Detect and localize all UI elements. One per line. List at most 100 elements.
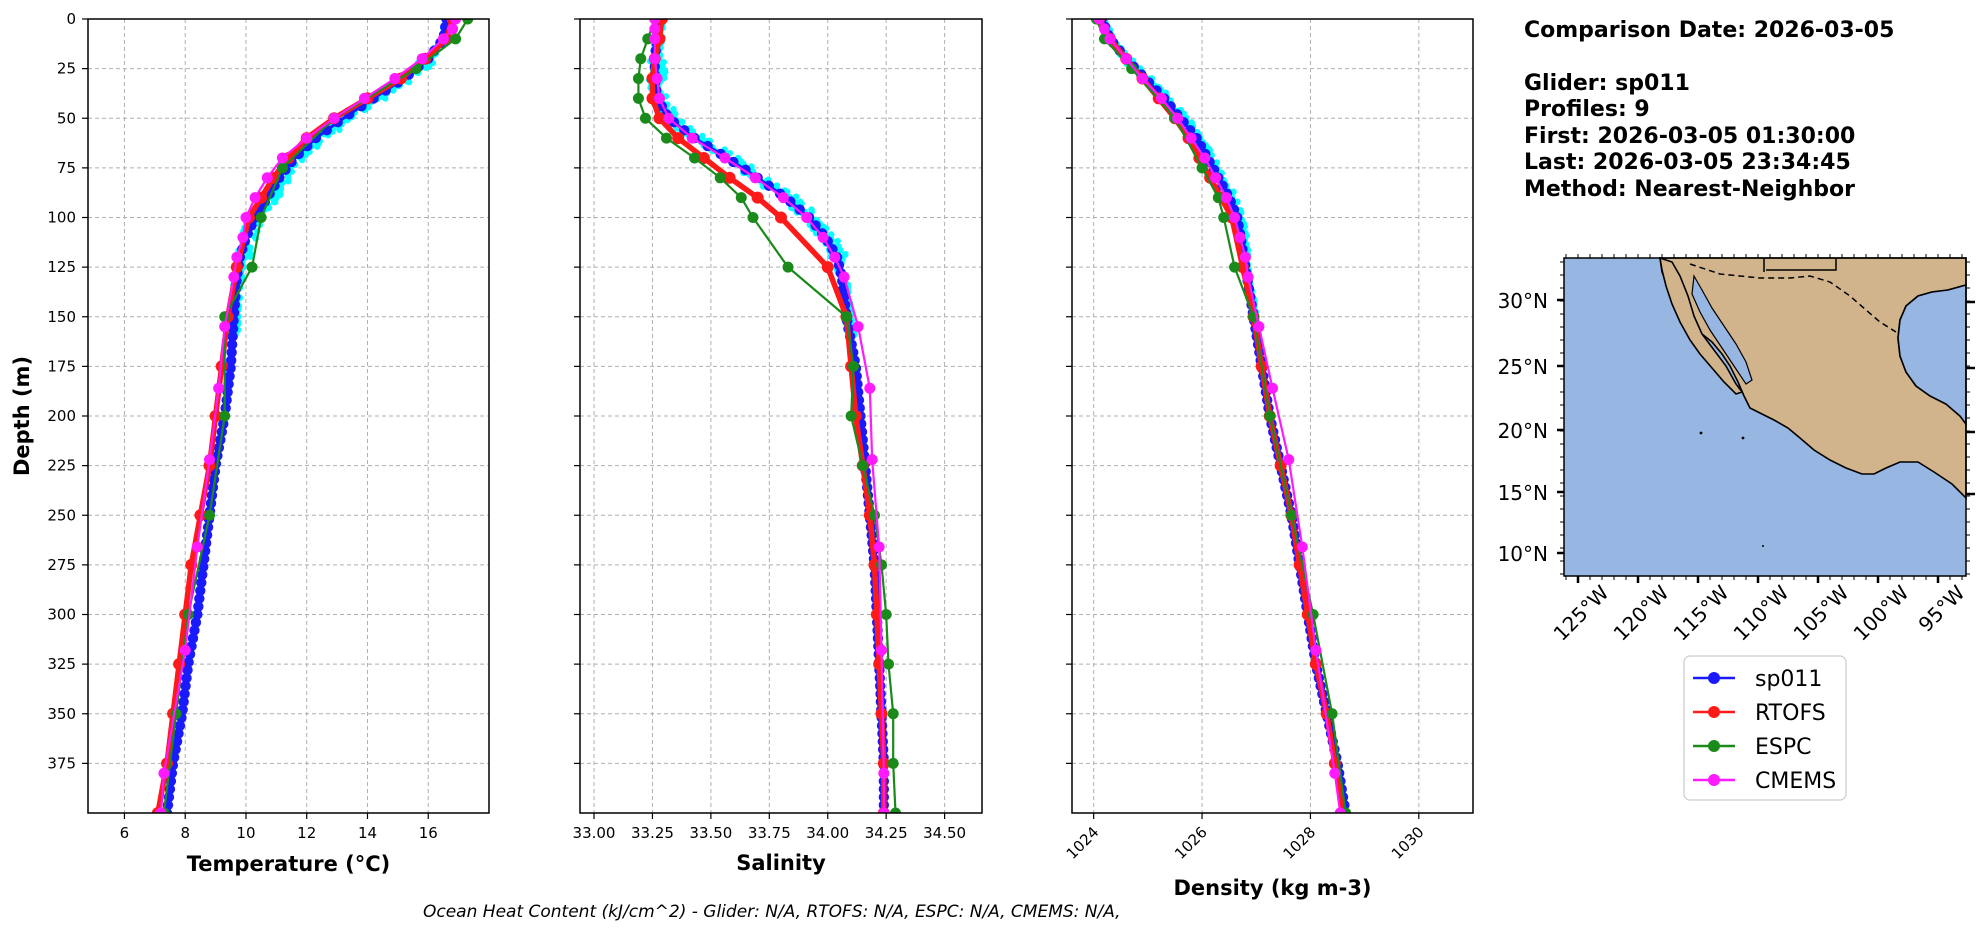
x-axis-label: Salinity — [736, 851, 826, 875]
data-point — [883, 658, 895, 670]
data-point — [810, 220, 821, 231]
raw-point — [679, 118, 686, 126]
lon-label: 95°W — [1914, 580, 1970, 636]
last-time: Last: 2026-03-05 23:34:45 — [1524, 150, 1851, 175]
map-lon-labels: 125°W 120°W 115°W 110°W 105°W 100°W 95°W — [1549, 580, 1970, 645]
map-lat-labels: 30°N 25°N 20°N 15°N 10°N — [1498, 289, 1548, 566]
profile-panel: 1024 1026 1028 1030 Density (kg m-3) — [1063, 18, 1474, 900]
data-point — [1212, 192, 1224, 204]
data-point — [864, 382, 876, 394]
data-point — [840, 311, 852, 323]
data-point — [276, 152, 288, 164]
ohc-footer: Ocean Heat Content (kJ/cm^2) - Glider: N… — [423, 902, 1121, 922]
data-point — [735, 192, 747, 204]
profile-count: Profiles: 9 — [1524, 97, 1650, 122]
glider-name: Glider: sp011 — [1524, 71, 1690, 96]
data-point — [1264, 410, 1276, 422]
y-tick-label: 25 — [57, 60, 76, 78]
data-point — [878, 807, 890, 813]
data-point — [225, 363, 236, 374]
data-point — [193, 601, 204, 612]
data-point — [213, 382, 225, 394]
raw-point — [834, 237, 841, 245]
y-tick-label: 150 — [47, 308, 76, 326]
y-tick-label: 225 — [47, 457, 76, 475]
data-point — [1334, 807, 1346, 813]
lon-label: 125°W — [1549, 580, 1614, 645]
data-point — [775, 211, 787, 224]
data-point — [231, 251, 243, 263]
raw-point — [314, 143, 321, 150]
comparison-date: Comparison Date: 2026-03-05 — [1524, 18, 1894, 43]
legend-item-rtofs: RTOFS — [1693, 701, 1826, 726]
legend-label: sp011 — [1755, 667, 1822, 692]
data-point — [1309, 658, 1322, 671]
map-gulf-of-california — [1691, 274, 1753, 385]
data-point — [1285, 509, 1297, 521]
data-point — [194, 593, 205, 604]
lat-label: 10°N — [1498, 542, 1548, 566]
data-point — [219, 321, 231, 333]
data-point — [653, 92, 665, 104]
y-tick-label: 375 — [47, 754, 76, 772]
data-point — [1172, 112, 1184, 124]
data-point — [1229, 261, 1241, 273]
y-tick-label: 0 — [66, 10, 76, 28]
x-tick-label: 33.00 — [573, 824, 616, 842]
lon-label: 110°W — [1729, 580, 1794, 645]
data-point — [821, 261, 834, 274]
data-point — [639, 112, 651, 124]
data-point — [1239, 251, 1251, 263]
data-point — [875, 707, 888, 720]
data-point — [649, 23, 661, 35]
data-point — [416, 53, 428, 65]
data-point — [189, 625, 200, 636]
data-point — [1310, 644, 1322, 656]
raw-point — [247, 253, 254, 260]
raw-point — [285, 178, 292, 185]
data-point — [1196, 162, 1208, 174]
data-point — [204, 454, 216, 466]
data-point — [632, 73, 644, 85]
data-point — [204, 509, 216, 521]
data-point — [1210, 172, 1222, 184]
raw-point — [808, 206, 815, 213]
legend-swatch-marker — [1708, 740, 1720, 752]
data-point — [227, 323, 239, 334]
data-point — [649, 19, 661, 25]
series-cmems — [649, 19, 890, 813]
data-point — [1093, 19, 1105, 25]
data-point — [782, 261, 794, 273]
data-point — [301, 132, 313, 144]
data-point — [182, 609, 194, 620]
data-point — [223, 379, 234, 390]
data-point — [194, 509, 207, 522]
data-point — [187, 633, 199, 644]
x-tick-label: 8 — [180, 824, 190, 842]
map-frame — [1563, 257, 1967, 577]
legend-swatch-marker — [1708, 672, 1720, 684]
data-point — [1229, 212, 1241, 223]
data-point — [660, 132, 672, 144]
data-point — [1136, 73, 1148, 85]
data-point — [196, 577, 207, 588]
series-line — [1098, 19, 1342, 813]
legend-frame — [1683, 655, 1847, 801]
map-ticks — [1557, 254, 1975, 583]
data-point — [1126, 63, 1138, 75]
legend-swatch-marker — [1708, 774, 1720, 786]
interp-method: Method: Nearest-Neighbor — [1524, 177, 1855, 202]
data-point — [873, 541, 885, 553]
data-point — [876, 644, 887, 656]
x-tick-label: 34.00 — [806, 824, 849, 842]
data-point — [462, 19, 474, 25]
data-point — [777, 192, 789, 204]
data-point — [887, 708, 899, 720]
data-point — [261, 172, 273, 184]
data-point — [195, 585, 206, 596]
location-map: 30°N 25°N 20°N 15°N 10°N 125°W 120°W 115… — [1498, 254, 1975, 646]
x-tick-label: 1028 — [1280, 823, 1320, 863]
map-gulf-of-mexico — [1897, 283, 1967, 427]
raw-point — [660, 74, 668, 82]
